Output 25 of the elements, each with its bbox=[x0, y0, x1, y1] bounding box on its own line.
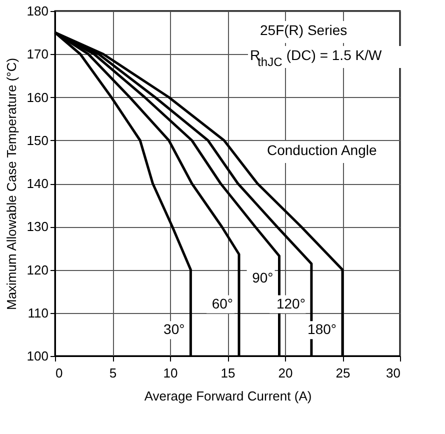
y-tick-label: 180 bbox=[26, 4, 48, 18]
x-tick-label: 10 bbox=[163, 366, 178, 380]
x-tick-label: 25 bbox=[336, 366, 350, 380]
series-label: 60° bbox=[212, 295, 233, 312]
y-tick-label: 100 bbox=[26, 348, 48, 364]
series-label: 120° bbox=[276, 295, 306, 312]
x-tick-label: 5 bbox=[109, 366, 117, 380]
x-tick-label: 0 bbox=[56, 366, 63, 380]
series-label: 180° bbox=[308, 321, 336, 338]
y-tick-label: 130 bbox=[26, 219, 48, 234]
x-tick-label: 30 bbox=[386, 366, 400, 380]
x-tick-label: 15 bbox=[220, 366, 236, 380]
y-tick-label: 140 bbox=[26, 176, 48, 191]
x-axis-title: Average Forward Current (A) bbox=[144, 388, 312, 404]
x-tick-label: 20 bbox=[278, 366, 293, 380]
y-tick-label: 120 bbox=[26, 262, 48, 278]
y-tick-label: 170 bbox=[26, 46, 48, 62]
series-label: 90° bbox=[252, 269, 274, 286]
annotation: 25F(R) Series bbox=[260, 22, 348, 38]
series-label: 30° bbox=[164, 321, 185, 338]
y-tick-label: 110 bbox=[28, 305, 48, 320]
y-tick-label: 150 bbox=[26, 132, 48, 148]
y-tick-label: 160 bbox=[26, 90, 48, 105]
annotation: Conduction Angle bbox=[267, 142, 377, 158]
y-axis-title: Maximum Allowable Case Temperature (°C) bbox=[4, 58, 19, 310]
